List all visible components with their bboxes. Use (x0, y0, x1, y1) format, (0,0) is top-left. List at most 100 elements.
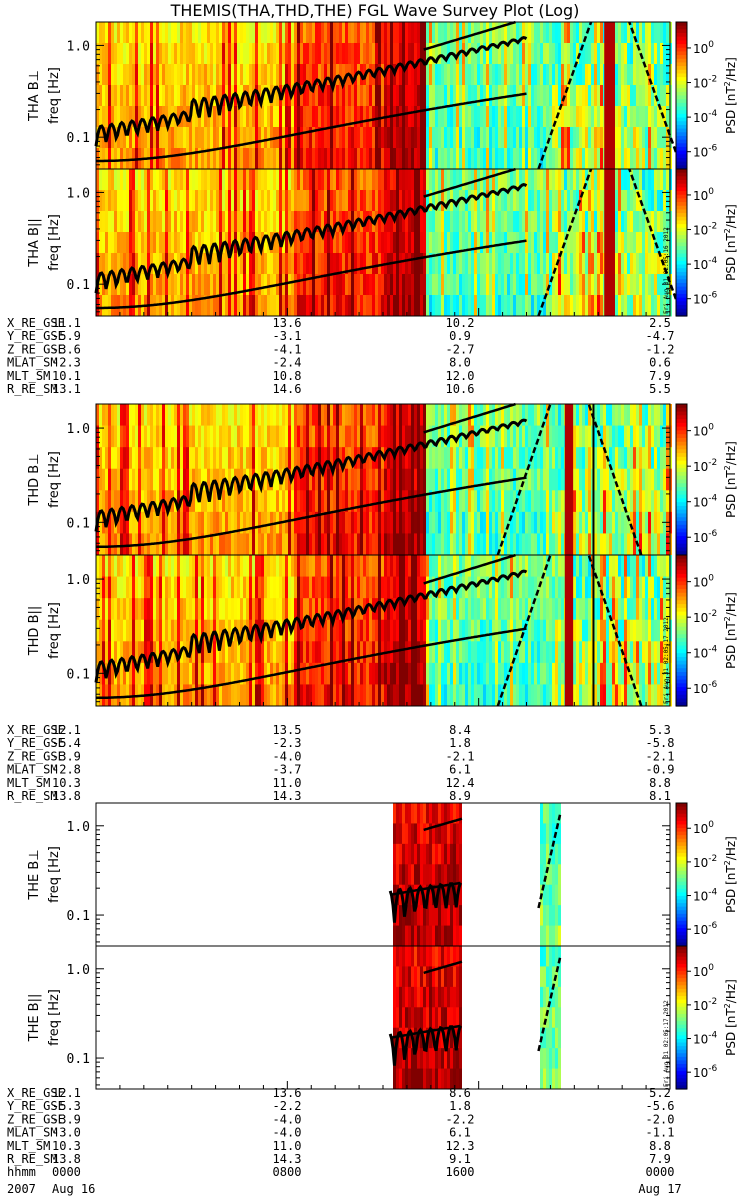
spectrogram-cell (276, 490, 279, 513)
spectrogram-cell (222, 662, 225, 685)
spectrogram-cell (312, 425, 315, 448)
spectrogram-cell (465, 533, 468, 556)
spectrogram-cell (318, 425, 321, 448)
spectrogram-cell (147, 576, 150, 599)
spectrogram-cell (189, 511, 192, 534)
spectrogram-cell (582, 533, 585, 556)
spectrogram-cell (177, 127, 180, 149)
spectrogram-cell (105, 148, 108, 170)
spectrogram-cell (471, 468, 474, 491)
spectrogram-cell (204, 511, 207, 534)
colorbar-cell (676, 183, 687, 188)
spectrogram-cell (489, 511, 492, 534)
spectrogram-cell (495, 211, 498, 233)
spectrogram-cell (462, 447, 465, 470)
spectrogram-cell (618, 404, 621, 427)
spectrogram-cell (384, 468, 387, 491)
spectrogram-cell (633, 64, 636, 86)
spectrogram-cell (111, 253, 114, 275)
spectrogram-cell (147, 619, 150, 642)
spectrogram-cell (123, 148, 126, 170)
spectrogram-cell (132, 425, 135, 448)
spectrogram-cell (438, 64, 441, 86)
spectrogram-cell (393, 274, 396, 296)
spectrogram-cell (126, 662, 129, 685)
spectrogram-cell (300, 404, 303, 427)
spectrogram-cell (414, 148, 417, 170)
spectrogram-cell (375, 148, 378, 170)
spectrogram-cell (297, 447, 300, 470)
spectrogram-cell (495, 274, 498, 296)
spectrogram-cell (357, 662, 360, 685)
spectrogram-cell (237, 576, 240, 599)
spectrogram-cell (315, 468, 318, 491)
spectrogram-cell (663, 85, 666, 107)
spectrogram-cell (201, 85, 204, 107)
spectrogram-cell (543, 22, 546, 44)
spectrogram-cell (549, 43, 552, 65)
spectrogram-cell (357, 468, 360, 491)
spectrogram-cell (321, 684, 324, 707)
spectrogram-cell (501, 106, 504, 128)
spectrogram-cell (234, 22, 237, 44)
spectrogram-cell (357, 85, 360, 107)
spectrogram-cell (270, 253, 273, 275)
spectrogram-cell (288, 641, 291, 664)
spectrogram-cell (387, 232, 390, 254)
spectrogram-cell (423, 64, 426, 86)
spectrogram-cell (234, 684, 237, 707)
spectrogram-cell (477, 468, 480, 491)
spectrogram-cell (312, 85, 315, 107)
spectrogram-cell (438, 232, 441, 254)
spectrogram-cell (612, 404, 615, 427)
spectrogram-cell (225, 148, 228, 170)
spectrogram-cell (219, 211, 222, 233)
spectrogram-cell (222, 274, 225, 296)
spectrogram-cell (168, 43, 171, 65)
spectrogram-cell (642, 127, 645, 149)
spectrogram-cell (321, 211, 324, 233)
spectrogram-cell (429, 295, 432, 317)
spectrogram-cell (159, 22, 162, 44)
spectrogram-cell (477, 253, 480, 275)
spectrogram-cell (555, 148, 558, 170)
spectrogram-cell (330, 619, 333, 642)
spectrogram-cell (270, 598, 273, 621)
spectrogram-cell (201, 232, 204, 254)
spectrogram-cell (135, 127, 138, 149)
spectrogram-cell (138, 190, 141, 212)
spectrogram-cell (216, 447, 219, 470)
spectrogram-cell (111, 490, 114, 513)
spectrogram-cell (435, 190, 438, 212)
spectrogram-cell (222, 22, 225, 44)
spectrogram-cell (228, 274, 231, 296)
spectrogram-cell (246, 127, 249, 149)
colorbar-cell (676, 95, 687, 100)
spectrogram-cell (363, 555, 366, 578)
spectrogram-cell (276, 169, 279, 191)
spectrogram-cell (390, 211, 393, 233)
spectrogram-cell (261, 295, 264, 317)
spectrogram-cell (267, 490, 270, 513)
spectrogram-cell (330, 85, 333, 107)
spectrogram-cell (312, 106, 315, 128)
spectrogram-cell (201, 190, 204, 212)
spectrogram-cell (384, 232, 387, 254)
colorbar-cell (676, 460, 687, 465)
spectrogram-cell (534, 169, 537, 191)
spectrogram-cell (459, 106, 462, 128)
spectrogram-cell (309, 598, 312, 621)
spectrogram-cell (429, 232, 432, 254)
spectrogram-cell (645, 447, 648, 470)
spectrogram-cell (456, 468, 459, 491)
spectrogram-cell (102, 490, 105, 513)
spectrogram-cell (357, 64, 360, 86)
spectrogram-cell (141, 576, 144, 599)
spectrogram-cell (408, 232, 411, 254)
spectrogram-cell (468, 169, 471, 191)
spectrogram-cell (270, 533, 273, 556)
spectrogram-cell (135, 253, 138, 275)
spectrogram-cell (354, 619, 357, 642)
spectrogram-cell (591, 253, 594, 275)
spectrogram-cell (228, 684, 231, 707)
